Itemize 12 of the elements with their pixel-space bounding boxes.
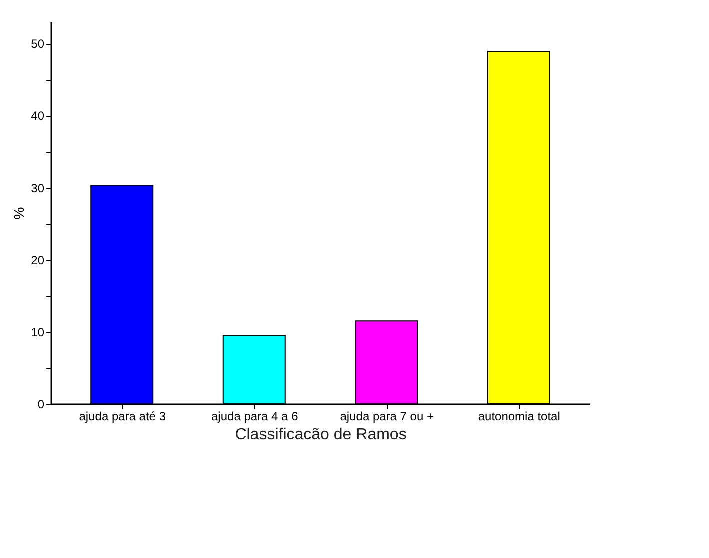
- y-tick-label: 30: [31, 181, 45, 196]
- y-tick-label: 10: [31, 325, 45, 340]
- y-tick-label: 0: [38, 398, 45, 412]
- x-tick-label: ajuda para até 3: [79, 410, 166, 424]
- y-tick-label: 20: [31, 253, 45, 268]
- x-tick-label: autonomia total: [478, 410, 560, 424]
- x-tick-label: ajuda para 4 a 6: [212, 410, 299, 424]
- y-tick-label: 50: [31, 37, 45, 52]
- y-tick-label: 40: [31, 109, 45, 124]
- x-axis-title: Classificacão de Ramos: [235, 426, 407, 444]
- y-axis-title: %: [11, 207, 28, 220]
- x-tick-label: ajuda para 7 ou +: [340, 410, 434, 424]
